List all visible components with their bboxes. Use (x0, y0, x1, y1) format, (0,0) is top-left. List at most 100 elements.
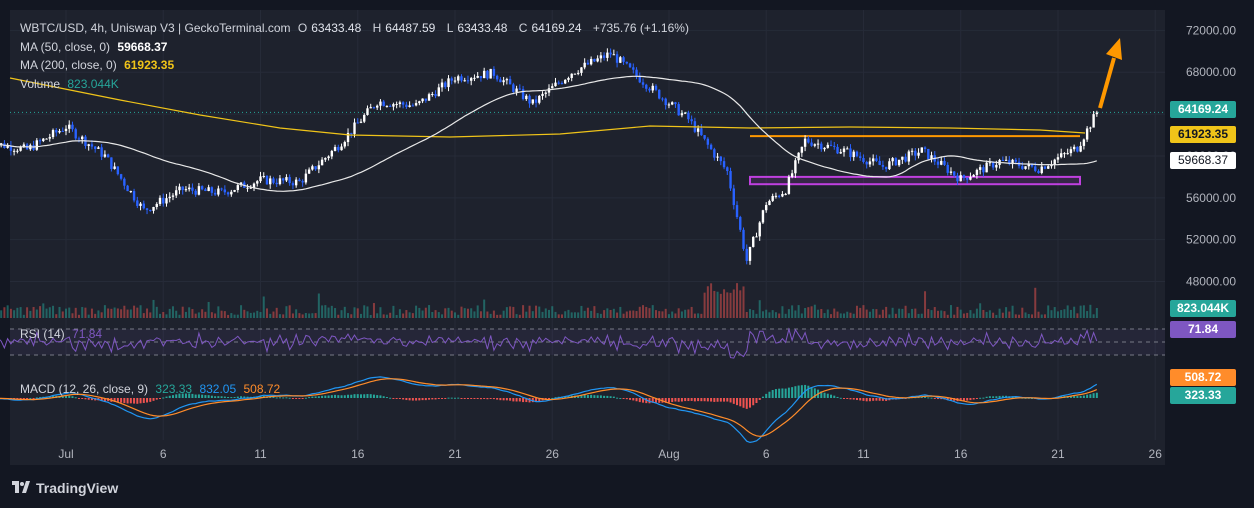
macd-histogram-bar (988, 396, 991, 398)
volume-bars (0, 283, 1098, 318)
volume-bar (979, 303, 982, 318)
macd-histogram-bar (246, 396, 249, 398)
volume-bar (551, 306, 554, 318)
macd-histogram-bar (693, 398, 696, 402)
candle-body (797, 152, 800, 161)
macd-histogram-bar (441, 398, 444, 399)
candle-body (411, 105, 415, 107)
volume-bar (168, 308, 171, 318)
chart-panel[interactable] (10, 10, 1165, 465)
volume-bar (45, 308, 48, 318)
macd-histogram-bar (1076, 395, 1079, 398)
candle-body (940, 160, 943, 165)
volume-bar (359, 313, 362, 318)
macd-histogram-bar (295, 398, 298, 399)
volume-bar (937, 310, 940, 318)
candle-body (505, 79, 509, 81)
volume-bar (428, 305, 431, 318)
candle-body (829, 144, 833, 146)
macd-histogram-bar (466, 398, 469, 399)
candle-body (904, 156, 907, 162)
volume-bar (48, 307, 51, 318)
macd-histogram-bar (278, 397, 281, 399)
volume-bar (94, 313, 97, 318)
candle-body (648, 88, 651, 91)
macd-histogram-bar (363, 394, 366, 398)
volume-bar (1043, 314, 1046, 318)
candle-body (184, 189, 188, 191)
volume-bar (450, 310, 453, 318)
macd-histogram-bar (123, 398, 126, 404)
macd-histogram-bar (875, 398, 878, 401)
volume-bar (525, 311, 528, 318)
candle-body (346, 132, 350, 143)
macd-histogram-bar (531, 398, 534, 403)
volume-bar (356, 308, 359, 318)
candle-body (16, 150, 19, 152)
volume-bar (898, 308, 901, 318)
x-tick-label: 11 (857, 447, 870, 461)
macd-histogram-bar (343, 395, 346, 398)
candle-body (645, 84, 648, 89)
x-tick-label: 11 (254, 447, 267, 461)
macd-histogram-bar (651, 398, 654, 403)
volume-bar (564, 311, 567, 318)
volume-bar (278, 314, 281, 318)
macd-histogram-bar (515, 398, 518, 402)
ohlc-high: H 64487.59 (372, 21, 436, 35)
candle-body (917, 152, 920, 156)
candle-body (654, 85, 658, 90)
macd-histogram-bar (450, 397, 453, 399)
candle-body (298, 179, 301, 182)
volume-bar (726, 292, 729, 318)
macd-histogram-bar (687, 398, 690, 402)
volume-legend[interactable]: Volume 823.044K (20, 77, 119, 91)
ma200-legend[interactable]: MA (200, close, 0) 61923.35 (20, 58, 175, 72)
candle-body (570, 73, 573, 78)
macd-histogram-bar (457, 397, 460, 399)
macd-histogram-bar (165, 396, 168, 398)
volume-bar (658, 311, 661, 318)
macd-histogram-bar (155, 398, 158, 400)
volume-bar (1079, 305, 1082, 318)
volume-bar (71, 313, 74, 318)
candle-body (790, 173, 794, 177)
macd-legend[interactable]: MACD (12, 26, close, 9) 323.33 832.05 50… (20, 382, 281, 396)
macd-histogram-bar (830, 394, 833, 398)
candle-body (573, 73, 577, 75)
volume-bar (126, 309, 129, 318)
candle-body (110, 157, 113, 169)
macd-histogram-bar (68, 395, 71, 398)
candle-body (1063, 153, 1066, 155)
macd-histogram-bar (674, 398, 677, 402)
candle-body (512, 84, 515, 92)
tradingview-logo[interactable]: TradingView (12, 480, 118, 496)
volume-bar (518, 314, 521, 318)
x-tick-label: 26 (546, 447, 560, 461)
volume-bar (914, 308, 917, 318)
macd-histogram-bar (985, 396, 988, 398)
volume-bar (635, 311, 638, 318)
candle-body (1027, 163, 1030, 167)
trend-arrow-head (1106, 38, 1122, 60)
macd-histogram-bar (697, 398, 700, 402)
macd-histogram-bar (580, 395, 583, 398)
candle-body (641, 82, 645, 85)
volume-bar (9, 308, 12, 318)
candle-body (427, 94, 431, 101)
last-price-tag: 64169.24 (1170, 101, 1236, 118)
candle-body (353, 122, 356, 134)
candle-body (839, 152, 842, 154)
candle-body (687, 112, 690, 120)
candle-body (453, 80, 457, 82)
volume-bar (865, 309, 868, 318)
ma50-legend[interactable]: MA (50, close, 0) 59668.37 (20, 40, 168, 54)
volume-bar (755, 313, 758, 318)
macd-histogram-bar (982, 397, 985, 399)
rsi-legend[interactable]: RSI (14) 71.84 (20, 327, 103, 341)
candle-body (9, 145, 13, 151)
grid (10, 10, 1165, 440)
macd-histogram-bar (1092, 393, 1095, 398)
macd-histogram-bar (447, 397, 450, 399)
